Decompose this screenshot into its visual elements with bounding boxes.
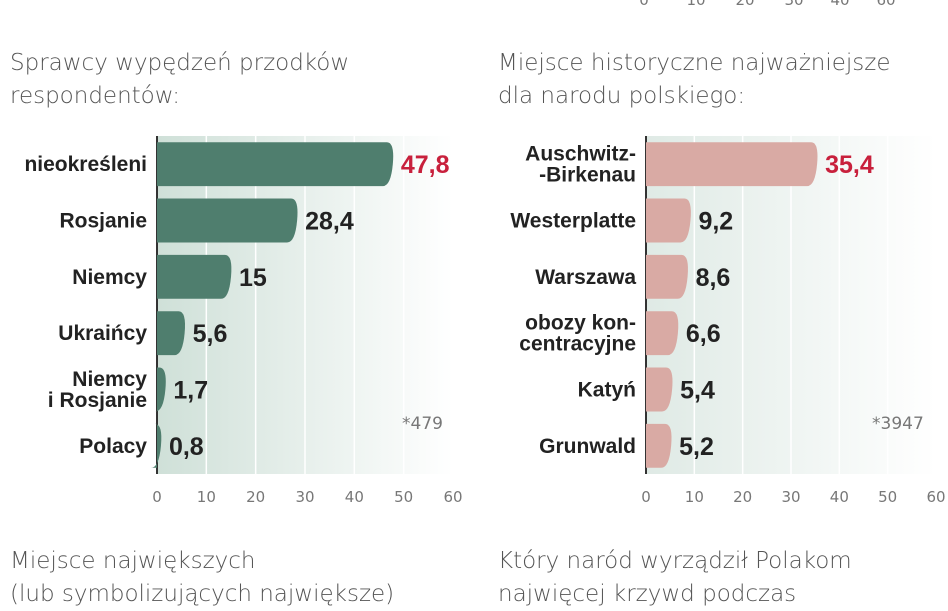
bar [646, 423, 672, 468]
next-chart-title: Miejsce największych (lub symbolizującyc… [10, 548, 395, 607]
top-axis-tick-label: 40 [830, 0, 849, 9]
bar [646, 367, 673, 412]
x-tick-label: 40 [345, 488, 364, 506]
bar-chart-historical-places: 0 10 20 30 40 50 60 Auschwitz--Birkenau 35,4 West… [510, 136, 946, 506]
x-tick-label: 60 [443, 488, 462, 506]
bar [157, 254, 232, 299]
category-label: Polacy [79, 435, 147, 458]
top-axis-tick-label: 20 [735, 0, 754, 9]
bar [646, 142, 818, 187]
category-label: obozy kon-centracyjne [519, 312, 636, 356]
value-label: 0,8 [169, 433, 204, 461]
chart-title: Miejsce historyczne najważniejsze dla na… [498, 50, 891, 109]
value-label: 6,6 [686, 320, 721, 348]
sample-size-note: *3947 [872, 414, 924, 434]
bar-chart-perpetrators: 0 10 20 30 40 50 60 nieokreśleni 47,8 Rosjanie 28,… [24, 136, 463, 506]
x-tick-label: 0 [152, 488, 162, 506]
value-label: 28,4 [305, 208, 354, 236]
top-axis-tick-label: 10 [686, 0, 705, 9]
x-tick-label: 40 [830, 488, 849, 506]
value-label: 5,2 [679, 433, 714, 461]
x-tick-label: 50 [878, 488, 897, 506]
bar [155, 367, 166, 412]
bar [150, 423, 162, 468]
category-label: Westerplatte [510, 210, 636, 233]
category-label: Auschwitz--Birkenau [525, 143, 636, 187]
bar [157, 311, 186, 356]
category-label: Katyń [578, 379, 636, 402]
chart-panel-historical-places: Miejsce historyczne najważniejsze dla na… [474, 0, 948, 607]
top-axis-strip: 0 10 20 30 40 60 [639, 0, 895, 9]
value-label: 8,6 [696, 264, 731, 292]
x-tick-label: 50 [394, 488, 413, 506]
top-axis-tick-label: 30 [784, 0, 803, 9]
value-label: 47,8 [401, 151, 450, 179]
category-label: Niemcy i Rosjanie [48, 368, 148, 412]
top-axis-tick-label: 0 [639, 0, 649, 9]
value-label: 5,6 [193, 320, 228, 348]
bar [646, 254, 688, 299]
top-axis-tick-label: 60 [876, 0, 895, 9]
category-label: Grunwald [539, 435, 636, 458]
value-label: 9,2 [698, 208, 733, 236]
sample-size-note: *479 [402, 414, 443, 434]
x-tick-label: 20 [246, 488, 265, 506]
category-label: Ukraińcy [58, 322, 147, 345]
value-label: 5,4 [680, 377, 715, 405]
category-label: Rosjanie [59, 210, 147, 233]
category-label: nieokreśleni [24, 153, 147, 176]
x-tick-label: 20 [733, 488, 752, 506]
value-label: 15 [239, 264, 267, 292]
value-label: 35,4 [825, 151, 874, 179]
bar [157, 198, 298, 243]
chart-panel-perpetrators: Sprawcy wypędzeń przodków respondentów: … [0, 0, 474, 607]
x-tick-label: 60 [926, 488, 945, 506]
bar [646, 311, 679, 356]
x-tick-label: 30 [781, 488, 800, 506]
x-tick-label: 10 [197, 488, 216, 506]
x-tick-label: 30 [295, 488, 314, 506]
next-chart-title: Który naród wyrządził Polakom najwięcej … [498, 548, 852, 607]
x-tick-label: 10 [685, 488, 704, 506]
category-label: Warszawa [535, 266, 636, 289]
bar [646, 198, 691, 243]
category-label: Niemcy [72, 266, 147, 289]
value-label: 1,7 [173, 377, 208, 405]
chart-title: Sprawcy wypędzeń przodków respondentów: [10, 50, 350, 109]
bar [157, 142, 394, 187]
x-tick-label: 0 [641, 488, 651, 506]
